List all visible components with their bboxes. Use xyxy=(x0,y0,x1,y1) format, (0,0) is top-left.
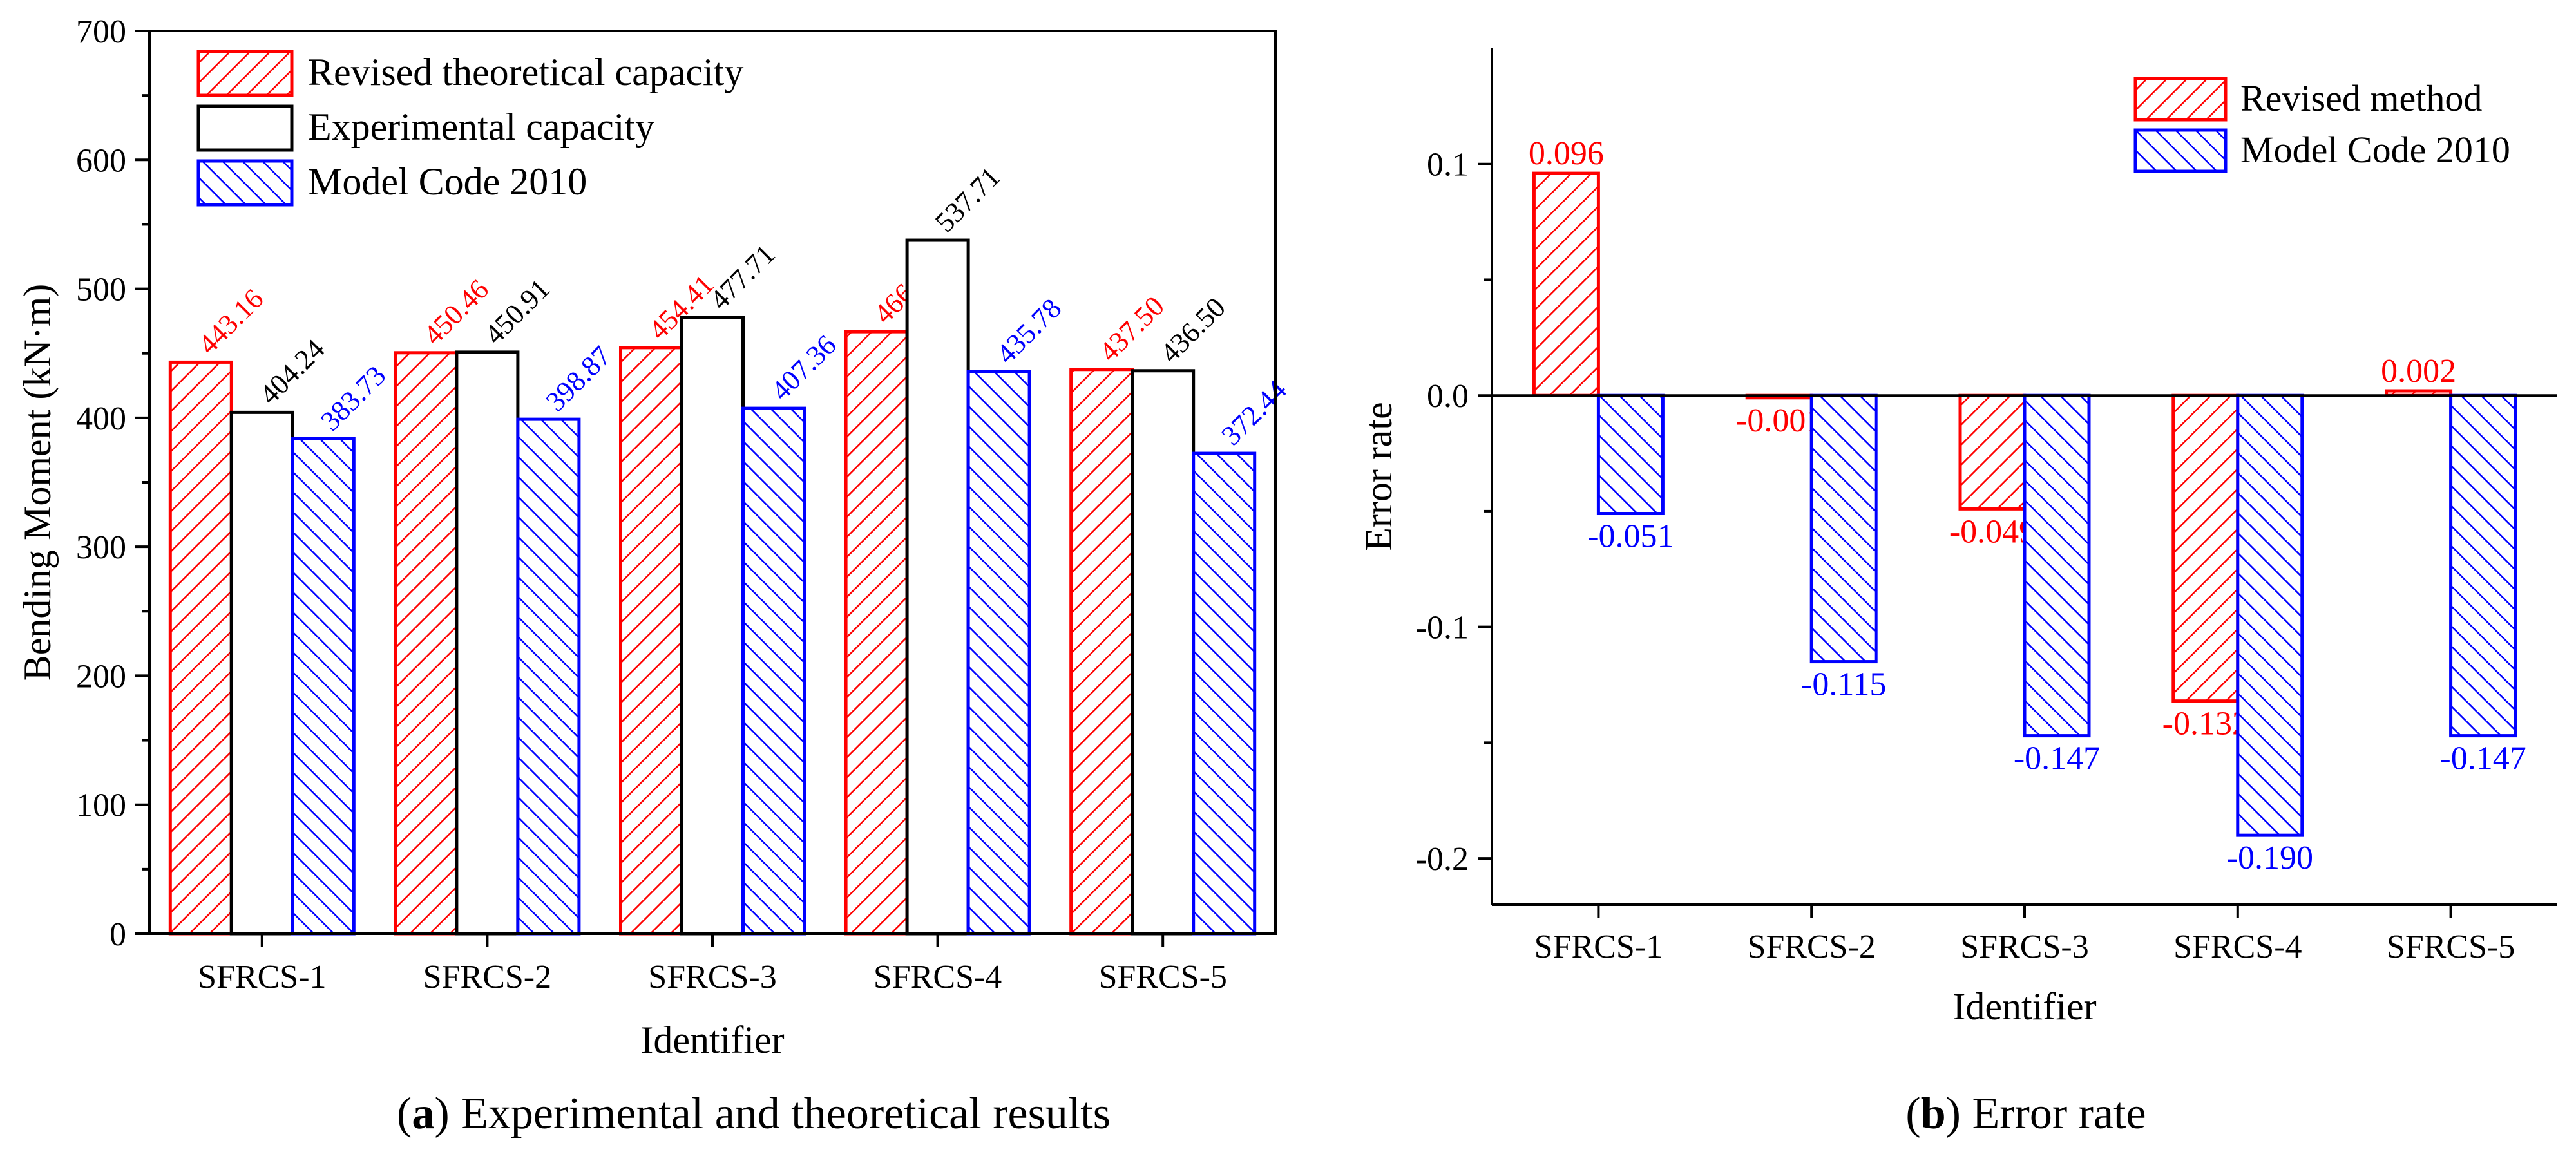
y-tick-label: 400 xyxy=(76,401,126,437)
y-axis-label: Error rate xyxy=(1357,402,1400,551)
bar-revised-method-1 xyxy=(1532,171,1600,397)
data-label: -0.115 xyxy=(1801,666,1886,703)
x-tick-label: SFRCS-1 xyxy=(1534,929,1663,965)
caption-b: (b) Error rate xyxy=(1905,1089,2146,1138)
legend-label: Revised theoretical capacity xyxy=(308,51,743,93)
y-tick-label: 0.0 xyxy=(1427,378,1469,415)
caption-a-text: ) Experimental and theoretical results xyxy=(434,1089,1111,1138)
y-tick-label: 100 xyxy=(76,788,126,824)
caption-a: (a) Experimental and theoretical results xyxy=(397,1089,1111,1138)
bar-model-code-2010-3 xyxy=(2023,393,2091,738)
legend-swatch xyxy=(196,104,294,152)
legend-swatch xyxy=(2133,77,2228,122)
legend-label: Experimental capacity xyxy=(308,106,654,148)
x-tick-label: SFRCS-3 xyxy=(1960,929,2088,965)
y-tick-label: 300 xyxy=(76,529,126,566)
y-tick-label: 0 xyxy=(110,916,126,953)
bar-experimental-capacity-4 xyxy=(905,238,970,936)
y-tick-label: 700 xyxy=(76,14,126,50)
data-label: -0.147 xyxy=(2014,741,2100,777)
y-tick-label: -0.1 xyxy=(1416,610,1469,647)
x-tick-label: SFRCS-4 xyxy=(873,959,1002,996)
y-axis-label: Bending Moment (kN·m) xyxy=(16,284,59,681)
bar-experimental-capacity-2 xyxy=(455,350,520,936)
bar-revised-theoretical-capacity-1 xyxy=(168,360,233,936)
bar-experimental-capacity-5 xyxy=(1131,369,1196,936)
bar-model-code-2010-5 xyxy=(2449,393,2517,738)
legend-swatch xyxy=(196,159,294,207)
bar-model-code-2010-5 xyxy=(1192,451,1257,936)
bar-model-code-2010-3 xyxy=(741,406,806,936)
y-tick-label: -0.2 xyxy=(1416,841,1469,878)
caption-a-letter: a xyxy=(412,1089,435,1138)
chart-b: 0.096 -0.001 -0.049 -0.132 0.002 -0.051 -0.115… xyxy=(1357,48,2557,1028)
legend-label: Model Code 2010 xyxy=(2240,129,2510,171)
data-label: 435.78 xyxy=(990,292,1067,370)
chart-a: 443.16450.46454.41466.76437.50404.24450.… xyxy=(16,14,1293,1061)
x-axis-label: Identifier xyxy=(640,1019,784,1061)
x-axis-label: Identifier xyxy=(1952,985,2096,1028)
data-label: 383.73 xyxy=(314,359,392,437)
legend-label: Revised method xyxy=(2240,77,2482,119)
y-tick-label: 500 xyxy=(76,272,126,308)
data-label: 537.71 xyxy=(929,161,1006,238)
data-label: -0.051 xyxy=(1587,518,1674,555)
bar-model-code-2010-1 xyxy=(291,437,356,936)
bar-revised-theoretical-capacity-2 xyxy=(394,351,459,936)
data-label: -0.001 xyxy=(1736,402,1822,439)
data-label: 398.87 xyxy=(540,340,617,417)
bar-model-code-2010-4 xyxy=(2236,393,2304,837)
data-label: 450.46 xyxy=(417,274,495,351)
x-tick-label: SFRCS-3 xyxy=(648,959,776,996)
x-tick-label: SFRCS-5 xyxy=(2387,929,2515,965)
data-label: 443.16 xyxy=(192,283,269,360)
data-label: 404.24 xyxy=(253,333,330,410)
y-tick-label: 200 xyxy=(76,658,126,695)
data-label: 0.002 xyxy=(2381,353,2456,390)
bar-model-code-2010-4 xyxy=(966,370,1031,936)
data-label: -0.049 xyxy=(1949,513,2036,550)
data-label: -0.190 xyxy=(2227,840,2313,876)
bar-revised-method-3 xyxy=(1958,393,2027,511)
data-label: 0.096 xyxy=(1529,135,1604,172)
x-tick-label: SFRCS-5 xyxy=(1098,959,1226,996)
data-label: -0.132 xyxy=(2162,706,2249,742)
bar-experimental-capacity-3 xyxy=(680,316,745,936)
bar-revised-theoretical-capacity-5 xyxy=(1069,368,1134,936)
bar-experimental-capacity-1 xyxy=(229,410,294,936)
bar-model-code-2010-1 xyxy=(1596,393,1665,516)
x-tick-label: SFRCS-4 xyxy=(2173,929,2302,965)
x-tick-label: SFRCS-2 xyxy=(1747,929,1875,965)
caption-b-letter: b xyxy=(1920,1089,1946,1138)
bar-revised-theoretical-capacity-3 xyxy=(619,346,683,936)
y-tick-label: 600 xyxy=(76,142,126,179)
bar-revised-method-4 xyxy=(2171,393,2240,703)
data-label: 477.71 xyxy=(703,238,781,316)
legend-label: Model Code 2010 xyxy=(308,160,587,203)
data-label: 437.50 xyxy=(1093,290,1170,368)
bar-model-code-2010-2 xyxy=(516,417,581,936)
data-label: 450.91 xyxy=(479,273,556,350)
caption-b-text: ) Error rate xyxy=(1945,1089,2146,1138)
data-label: 436.50 xyxy=(1154,292,1232,369)
bar-revised-theoretical-capacity-4 xyxy=(844,330,909,936)
data-label: 372.44 xyxy=(1216,374,1293,451)
bar-model-code-2010-2 xyxy=(1809,393,1878,664)
x-tick-label: SFRCS-1 xyxy=(198,959,326,996)
legend-swatch xyxy=(196,50,294,97)
data-label: -0.147 xyxy=(2439,741,2526,777)
legend-swatch xyxy=(2133,128,2228,173)
x-tick-label: SFRCS-2 xyxy=(423,959,551,996)
data-label: 407.36 xyxy=(765,329,842,406)
y-tick-label: 0.1 xyxy=(1427,147,1469,184)
